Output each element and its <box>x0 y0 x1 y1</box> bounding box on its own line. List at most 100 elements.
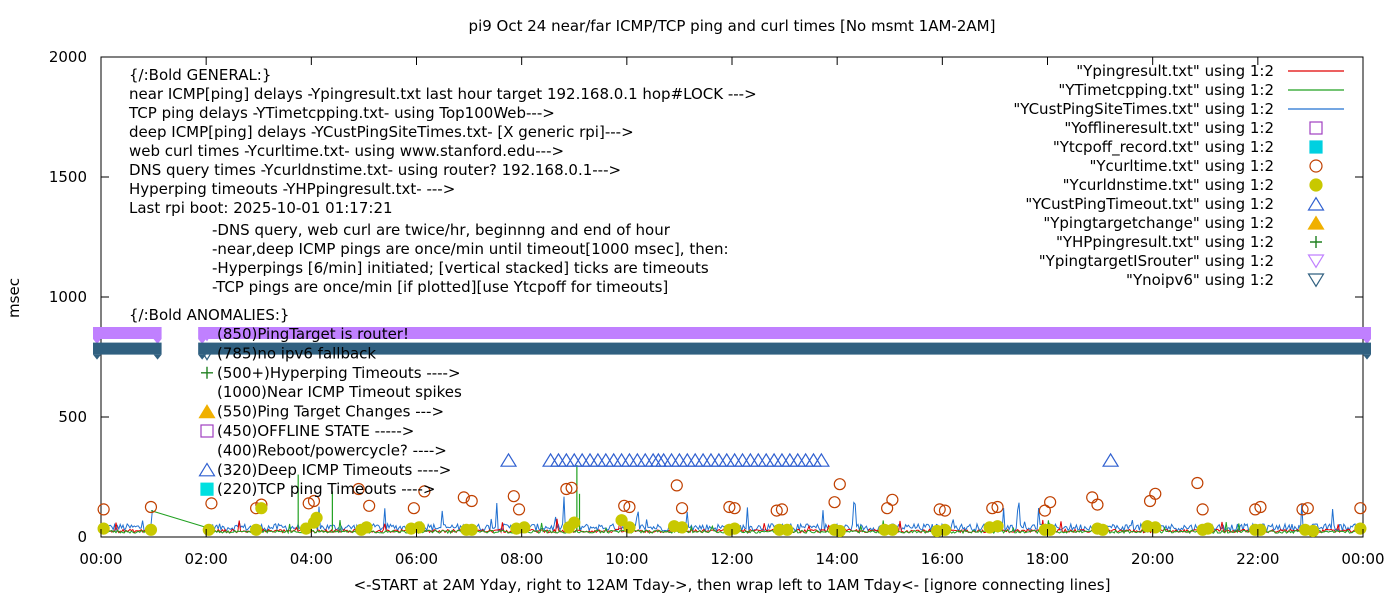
chart-title: pi9 Oct 24 near/far ICMP/TCP ping and cu… <box>469 17 996 35</box>
point-curltime <box>407 502 420 515</box>
point-curltime <box>418 485 431 498</box>
note-line: web curl times -Ycurltime.txt- using www… <box>129 142 564 160</box>
y-tick-label: 0 <box>77 528 87 546</box>
point-curltime <box>728 502 741 515</box>
anomaly-marker <box>201 366 213 379</box>
x-tick-label: 16:00 <box>921 550 964 568</box>
point-curltime <box>1196 503 1209 516</box>
point-dnstime <box>1254 523 1267 536</box>
point-dnstime <box>202 523 215 536</box>
note-line: near ICMP[ping] delays -Ypingresult.txt … <box>129 85 757 103</box>
point-curltime <box>886 493 899 506</box>
point-dnstime <box>1354 522 1367 535</box>
point-curltime <box>1254 500 1267 514</box>
point-curltime <box>97 503 110 516</box>
point-curltime <box>1044 496 1057 509</box>
point-curltime <box>770 504 783 517</box>
wrap-connecting-line <box>150 510 207 528</box>
y-tick-label: 500 <box>58 408 87 426</box>
note-line: Hyperping timeouts -YHPpingresult.txt- -… <box>129 180 455 198</box>
point-dnstime <box>728 522 741 535</box>
marker-band-tip <box>1363 339 1371 344</box>
note-line: TCP ping delays -YTimetcpping.txt- using… <box>128 104 555 122</box>
point-curltime <box>1191 476 1204 490</box>
note-line: Last rpi boot: 2025-10-01 01:17:21 <box>129 199 393 217</box>
anomaly-label: (400)Reboot/powercycle? ----> <box>217 441 447 459</box>
legend-label: "Ycurltime.txt" using 1:2 <box>1089 157 1274 175</box>
legend-label: "YCustPingTimeout.txt" using 1:2 <box>1025 195 1274 213</box>
point-deep-icmp-timeout <box>499 452 518 467</box>
anomaly-label: (1000)Near ICMP Timeout spikes <box>217 383 462 401</box>
x-tick-label: 00:00 <box>1341 550 1384 568</box>
point-curltime <box>986 502 999 515</box>
legend-swatch-marker <box>1307 196 1325 211</box>
point-dnstime <box>1096 523 1109 536</box>
legend-label: "Yofflineresult.txt" using 1:2 <box>1064 119 1274 137</box>
point-curltime <box>1091 498 1104 511</box>
anomaly-key: (850)PingTarget is router!(785)no ipv6 f… <box>198 325 462 498</box>
anomaly-marker <box>198 404 216 419</box>
x-tick-label: 08:00 <box>500 550 543 568</box>
data-points <box>97 452 1367 538</box>
marker-band <box>198 327 1372 339</box>
point-curltime <box>352 482 365 496</box>
point-dnstime <box>144 523 158 536</box>
marker-band-tip <box>93 339 101 344</box>
marker-band <box>93 342 162 355</box>
y-tick-label: 2000 <box>49 48 87 66</box>
anomaly-marker <box>200 482 214 496</box>
point-dnstime <box>615 514 628 527</box>
point-dnstime <box>833 524 846 538</box>
point-dnstime <box>465 523 478 536</box>
legend-label: "Ypingresult.txt" using 1:2 <box>1076 62 1274 80</box>
anomaly-marker <box>200 424 214 438</box>
legend-swatch-marker <box>1310 236 1322 248</box>
point-dnstime <box>360 521 373 534</box>
note-line: deep ICMP[ping] delays -YCustPingSiteTim… <box>129 123 634 141</box>
point-curltime <box>618 499 631 512</box>
point-dnstime <box>413 521 426 534</box>
point-dnstime <box>518 521 531 534</box>
plot-area <box>100 56 1364 538</box>
point-deep-icmp-timeout <box>812 452 830 467</box>
point-dnstime <box>97 522 110 535</box>
point-curltime <box>1249 503 1262 516</box>
x-tick-label: 20:00 <box>1131 550 1174 568</box>
y-axis-label: msec <box>5 278 23 318</box>
note-line-indented: -TCP pings are once/min [if plotted][use… <box>212 278 668 296</box>
legend-label: "Ypingtargetchange" using 1:2 <box>1043 214 1274 232</box>
point-curltime <box>828 496 841 509</box>
y-tick-label: 1500 <box>49 168 87 186</box>
x-axis-label: <-START at 2AM Yday, right to 12AM Tday-… <box>354 576 1111 594</box>
anomaly-label: (550)Ping Target Changes ---> <box>217 403 444 421</box>
anomaly-label: (450)OFFLINE STATE -----> <box>217 422 414 440</box>
legend-swatch-marker <box>1309 121 1323 135</box>
note-line: DNS query times -Ycurldnstime.txt- using… <box>129 161 621 179</box>
legend-label: "YpingtargetISrouter" using 1:2 <box>1039 252 1274 270</box>
x-tick-label: 12:00 <box>710 550 753 568</box>
point-curltime <box>723 500 736 514</box>
anomaly-marker <box>198 346 216 361</box>
legend-swatch-marker <box>1309 159 1323 173</box>
anomaly-label: (785)no ipv6 fallback <box>217 344 376 362</box>
x-tick-label: 02:00 <box>185 550 228 568</box>
point-curltime <box>465 494 478 508</box>
marker-band-tip <box>93 354 101 360</box>
x-tick-label: 18:00 <box>1026 550 1069 568</box>
anomaly-marker <box>198 327 216 342</box>
anomalies-header: {/:Bold ANOMALIES:} <box>129 306 289 324</box>
point-dnstime <box>1201 522 1214 535</box>
legend-label: "Ytcpoff_record.txt" using 1:2 <box>1053 138 1274 157</box>
anomaly-label: (850)PingTarget is router! <box>217 325 409 343</box>
x-tick-label: 14:00 <box>816 550 859 568</box>
note-line-indented: -near,deep ICMP pings are once/min until… <box>212 240 729 258</box>
x-tick-label: 04:00 <box>290 550 333 568</box>
point-dnstime <box>623 521 636 534</box>
point-curltime <box>675 502 689 515</box>
note-line-indented: -Hyperpings [6/min] initiated; [vertical… <box>212 259 709 277</box>
point-curltime <box>1301 502 1314 515</box>
point-dnstime <box>991 520 1004 533</box>
anomaly-label: (220)TCP ping Timeouts ----> <box>217 480 435 498</box>
point-curltime <box>560 482 573 496</box>
legend-swatch-marker <box>1309 178 1323 192</box>
